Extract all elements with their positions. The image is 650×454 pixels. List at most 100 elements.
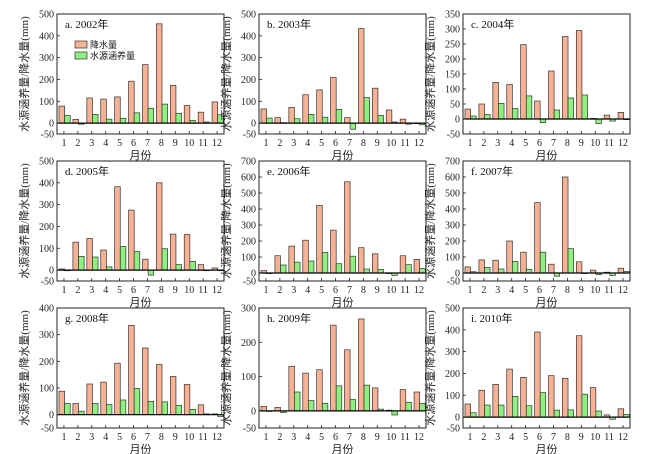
precipitation-bar-8 xyxy=(358,318,365,412)
y-axis-label: 水源涵养量/降水量(mm) xyxy=(423,16,437,132)
water-conservation-bar-3 xyxy=(92,256,99,271)
y-tick-label: 0 xyxy=(251,406,256,417)
precipitation-bar-11 xyxy=(399,255,407,274)
precipitation-bar-7 xyxy=(548,70,555,120)
precipitation-bar-11 xyxy=(399,389,407,412)
water-conservation-bar-5 xyxy=(321,252,329,274)
y-axis-label: 水源涵养量/降水量(mm) xyxy=(219,163,233,279)
y-tick-label: 100 xyxy=(445,391,460,402)
precipitation-bar-4 xyxy=(302,372,309,412)
precipitation-bar-7 xyxy=(548,263,555,274)
water-conservation-bar-8 xyxy=(363,384,370,412)
x-tick-label: 10 xyxy=(590,138,600,149)
y-axis-label: 水源涵养量/降水量(mm) xyxy=(17,16,31,132)
x-tick-label: 8 xyxy=(565,285,570,296)
y-tick-label: -50 xyxy=(447,277,460,288)
y-tick-label: -50 xyxy=(243,277,256,288)
x-tick-label: 4 xyxy=(103,432,108,443)
water-conservation-bar-3 xyxy=(498,404,505,418)
x-tick-label: 1 xyxy=(263,138,268,149)
water-conservation-bar-4 xyxy=(105,404,113,416)
x-tick-label: 3 xyxy=(291,285,296,296)
precipitation-bar-6 xyxy=(128,80,135,124)
x-tick-label: 12 xyxy=(414,432,424,443)
plot-frame xyxy=(258,307,427,429)
x-tick-label: 5 xyxy=(523,432,528,443)
y-tick-label: 200 xyxy=(39,75,54,86)
water-conservation-bar-1 xyxy=(64,403,71,416)
precipitation-bar-2 xyxy=(478,259,485,274)
precipitation-bar-4 xyxy=(100,98,107,124)
legend-label-2: 水源涵养量 xyxy=(90,50,135,61)
precipitation-bar-4 xyxy=(506,240,513,274)
precipitation-bar-8 xyxy=(358,247,365,274)
water-conservation-bar-4 xyxy=(511,108,519,120)
x-tick-label: 3 xyxy=(495,432,500,443)
x-tick-label: 11 xyxy=(400,138,410,149)
x-tick-label: 1 xyxy=(263,285,268,296)
y-tick-label: -50 xyxy=(41,277,54,288)
x-tick-label: 9 xyxy=(173,138,178,149)
water-conservation-bar-5 xyxy=(321,116,329,124)
x-tick-label: 6 xyxy=(333,138,338,149)
water-conservation-bar-3 xyxy=(92,403,99,416)
panel-title: a. 2002年 xyxy=(65,17,108,31)
y-tick-label: 0 xyxy=(251,269,256,280)
water-conservation-bar-6 xyxy=(133,112,141,124)
precipitation-bar-1 xyxy=(58,105,65,124)
x-tick-label: 5 xyxy=(523,285,528,296)
x-tick-label: 4 xyxy=(305,285,310,296)
precipitation-bar-11 xyxy=(197,264,205,271)
precipitation-bar-5 xyxy=(520,44,527,120)
x-tick-label: 5 xyxy=(117,138,122,149)
y-tick-label: 300 xyxy=(241,53,256,64)
y-tick-label: 0 xyxy=(49,266,54,277)
x-tick-label: 12 xyxy=(212,138,222,149)
y-tick-label: 400 xyxy=(39,304,54,315)
y-tick-label: 500 xyxy=(445,189,460,200)
x-tick-label: 7 xyxy=(551,138,556,149)
y-tick-label: 200 xyxy=(445,55,460,66)
y-tick-label: 300 xyxy=(241,304,256,315)
precipitation-bar-4 xyxy=(506,84,513,120)
x-tick-label: 2 xyxy=(481,285,486,296)
x-tick-label: 8 xyxy=(159,285,164,296)
precipitation-bar-11 xyxy=(197,111,205,124)
y-tick-label: 200 xyxy=(241,75,256,86)
precipitation-bar-5 xyxy=(520,251,527,274)
water-conservation-bar-5 xyxy=(321,402,329,412)
precipitation-bar-5 xyxy=(316,369,323,412)
x-tick-label: 3 xyxy=(89,138,94,149)
y-tick-label: 700 xyxy=(241,157,256,168)
x-axis-label: 月份 xyxy=(536,149,558,162)
x-tick-label: 11 xyxy=(400,285,410,296)
y-tick-label: 300 xyxy=(445,25,460,36)
x-tick-label: 7 xyxy=(145,138,150,149)
precipitation-bar-6 xyxy=(330,76,337,124)
precipitation-bar-2 xyxy=(274,255,281,274)
x-axis-label: 月份 xyxy=(332,296,354,309)
x-tick-label: 2 xyxy=(481,432,486,443)
x-tick-label: 7 xyxy=(551,285,556,296)
y-tick-label: 0 xyxy=(455,269,460,280)
x-tick-label: 8 xyxy=(159,432,164,443)
precipitation-bar-9 xyxy=(575,261,583,274)
water-conservation-bar-8 xyxy=(567,97,574,120)
precipitation-bar-5 xyxy=(520,377,527,418)
panel-title: c. 2004年 xyxy=(471,17,514,31)
x-axis-label: 月份 xyxy=(130,149,152,162)
water-conservation-bar-1 xyxy=(266,117,273,124)
precipitation-bar-12 xyxy=(617,112,625,120)
precipitation-bar-2 xyxy=(274,117,281,124)
x-tick-label: 5 xyxy=(319,432,324,443)
x-tick-label: 8 xyxy=(565,432,570,443)
x-tick-label: 9 xyxy=(375,285,380,296)
precipitation-bar-6 xyxy=(330,324,337,412)
water-conservation-bar-5 xyxy=(525,95,533,120)
water-conservation-bar-7 xyxy=(349,122,357,130)
precipitation-bar-9 xyxy=(169,84,177,124)
x-tick-label: 10 xyxy=(386,432,396,443)
